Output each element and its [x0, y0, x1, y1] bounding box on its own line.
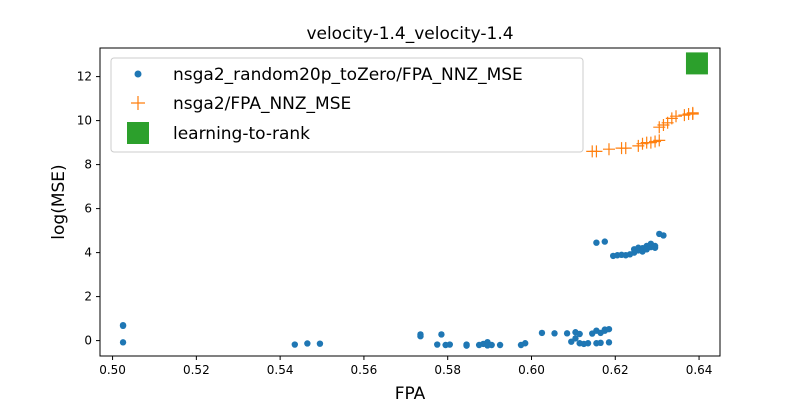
data-point-series-0	[605, 339, 613, 346]
data-point-series-0	[496, 341, 504, 349]
x-axis-ticks: 0.50 0.52 0.54 0.56 0.58 0.60 0.62 0.64	[99, 356, 712, 377]
legend-label-0: nsga2_random20p_toZero/FPA_NNZ_MSE	[173, 65, 523, 85]
legend: nsga2_random20p_toZero/FPA_NNZ_MSE nsga2…	[110, 57, 584, 153]
y-axis-ticks: 0 2 4 6 8 10 12	[77, 70, 100, 348]
data-point-series-1	[686, 106, 699, 119]
data-point-series-0	[576, 330, 583, 338]
x-tick-label: 0.54	[267, 363, 294, 377]
data-point-series-1	[653, 134, 666, 147]
x-tick-label: 0.56	[351, 363, 378, 377]
data-point-series-0	[538, 329, 546, 337]
data-point-series-0	[434, 341, 441, 348]
chart-title: velocity-1.4_velocity-1.4	[306, 24, 513, 44]
data-point-series-0	[119, 322, 127, 330]
points-layer	[119, 52, 708, 349]
data-point-series-0	[417, 333, 424, 340]
x-tick-label: 0.58	[434, 363, 461, 377]
legend-marker-plus	[131, 96, 145, 110]
legend-frame	[110, 57, 584, 153]
data-point-series-0	[291, 341, 298, 348]
y-tick-label: 6	[84, 202, 92, 216]
legend-label-1: nsga2/FPA_NNZ_MSE	[173, 94, 351, 114]
y-tick-label: 2	[84, 290, 92, 304]
legend-marker-square	[127, 122, 149, 144]
data-point-series-1	[670, 110, 683, 123]
data-point-series-1	[619, 142, 632, 155]
y-tick-label: 12	[77, 70, 92, 84]
x-tick-label: 0.64	[686, 363, 713, 377]
data-point-series-0	[660, 232, 667, 239]
data-point-series-0	[304, 340, 311, 347]
y-axis-label: log(MSE)	[49, 164, 69, 239]
data-point-series-0	[593, 239, 600, 246]
x-tick-label: 0.50	[99, 363, 126, 377]
data-point-series-0	[463, 342, 470, 349]
x-tick-label: 0.62	[602, 363, 629, 377]
y-tick-label: 8	[84, 158, 92, 172]
legend-label-2: learning-to-rank	[173, 124, 310, 144]
data-point-series-0	[572, 335, 579, 342]
x-axis-label: FPA	[395, 384, 426, 400]
data-point-series-1	[602, 143, 615, 156]
data-point-series-0	[605, 325, 613, 333]
data-point-series-0	[597, 339, 604, 346]
x-tick-label: 0.60	[518, 363, 545, 377]
data-point-series-0	[601, 238, 608, 245]
data-point-series-0	[438, 331, 445, 338]
data-point-series-0	[446, 341, 453, 348]
y-tick-label: 4	[84, 246, 92, 260]
data-point-series-0	[551, 330, 558, 337]
data-point-series-0	[651, 242, 659, 250]
legend-marker-circle	[134, 70, 142, 78]
data-point-series-0	[119, 339, 127, 346]
data-point-series-2	[685, 52, 708, 75]
x-tick-label: 0.52	[183, 363, 210, 377]
data-point-series-0	[563, 330, 571, 337]
y-tick-label: 0	[84, 334, 92, 348]
data-point-series-0	[316, 340, 324, 347]
data-point-series-0	[488, 341, 495, 349]
data-point-series-1	[590, 145, 603, 158]
data-point-series-0	[522, 340, 529, 347]
y-tick-label: 10	[77, 114, 92, 128]
plot-frame	[99, 47, 721, 357]
data-point-series-0	[584, 340, 592, 347]
